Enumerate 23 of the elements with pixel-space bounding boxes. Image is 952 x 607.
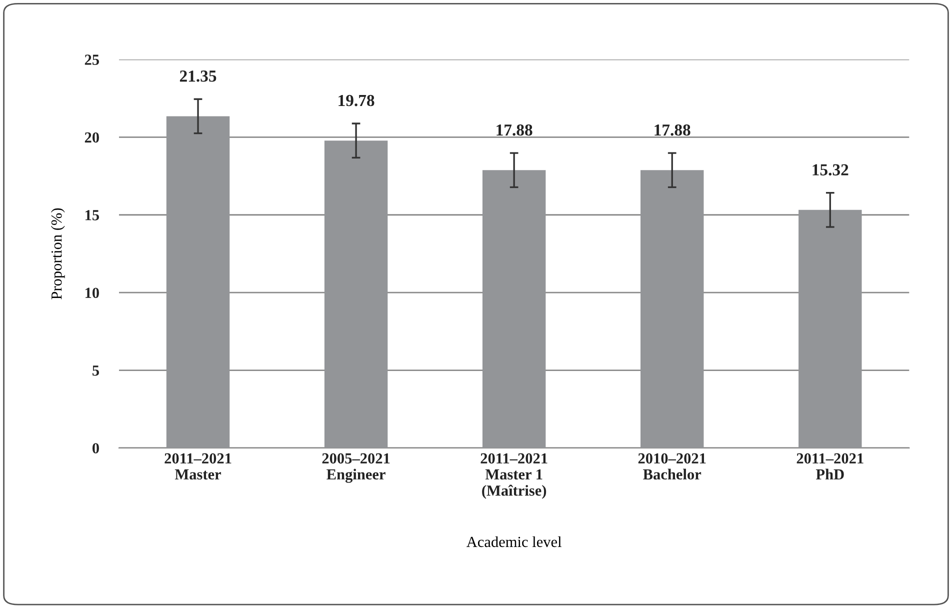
x-tick-label: 2011–2021 Master 1 (Maîtrise) [480,453,548,499]
bar [640,170,704,448]
y-tick-label: 25 [84,54,99,65]
data-label: 17.88 [496,124,532,136]
y-tick-label: 5 [92,366,99,376]
x-tick-label: 2005–2021 Engineer [322,453,390,483]
bar [482,170,546,448]
x-tick-label: 2011–2021 PhD [796,453,864,480]
y-tick-label: 15 [86,210,99,220]
x-tick-label: 2010–2021 Bachelor [638,453,706,480]
bar [798,210,862,448]
data-label: 21.35 [180,70,216,82]
x-axis-title: Academic level [466,536,562,548]
y-tick-label: 0 [92,443,99,454]
data-label: 15.32 [812,164,848,176]
x-tick-label: 2011–2021 Master [164,453,232,480]
y-tick-label: 10 [86,288,99,298]
y-axis-title: Proportion (%) [50,208,65,300]
bar [324,140,388,448]
y-tick-label: 20 [84,132,99,143]
bar [166,116,230,448]
data-label: 19.78 [338,94,374,106]
data-label: 17.88 [654,124,690,136]
